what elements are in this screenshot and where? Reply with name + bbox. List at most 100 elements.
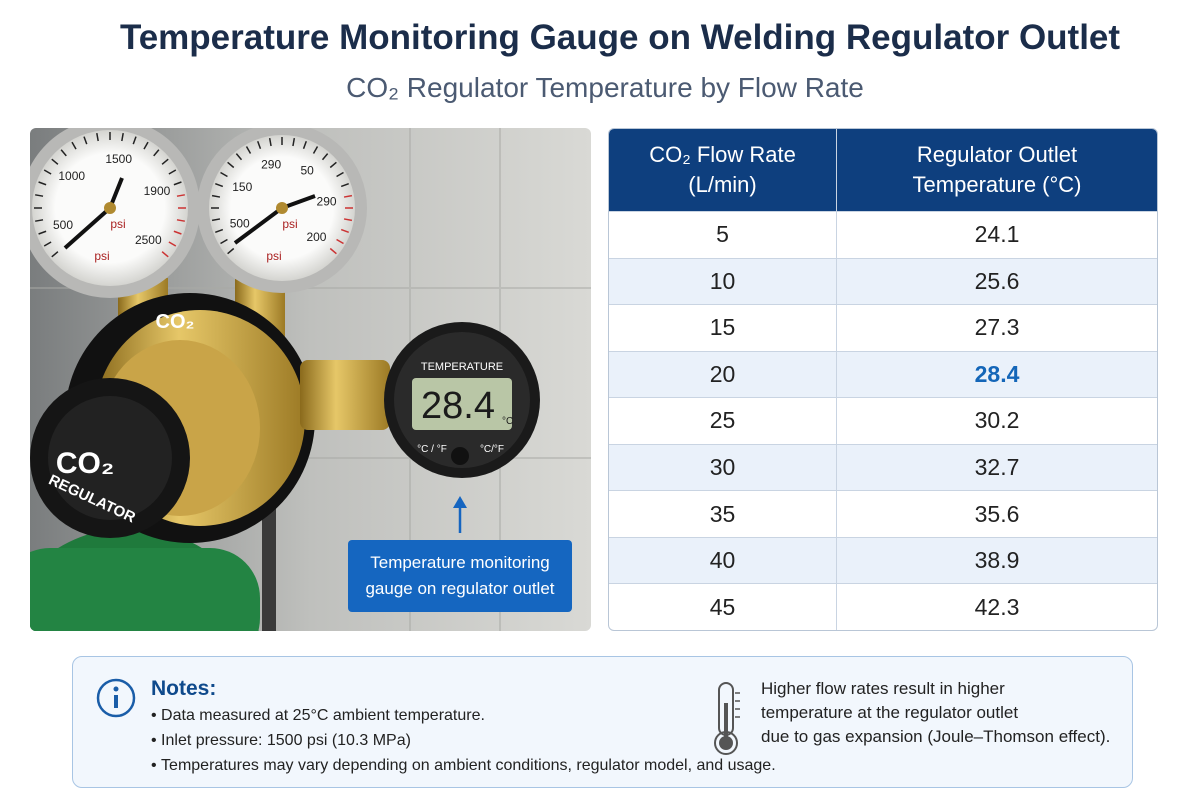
note-item: • Data measured at 25°C ambient temperat… (151, 707, 485, 725)
gauge-tick (343, 218, 353, 222)
gauge-tick (51, 158, 59, 165)
table-row: 5 24.1 (609, 211, 1157, 258)
table-cell: 35 (609, 490, 837, 537)
gauge-label: 1500 (105, 152, 132, 166)
gauge-tick (43, 241, 52, 247)
gauge-tick (43, 169, 52, 175)
gauge-tick (35, 219, 44, 222)
side-note: due to gas expansion (Joule–Thomson effe… (761, 727, 1111, 746)
gauge-tick (220, 238, 228, 245)
note-item: • Temperatures may vary depending on amb… (151, 757, 776, 775)
gauge-tick (168, 241, 177, 247)
display-value: 28.4 (421, 385, 495, 427)
table-row: 30 32.7 (609, 443, 1157, 491)
gauge-label: psi (110, 217, 125, 231)
table-cell: 15 (609, 304, 837, 351)
gauge-label: 200 (306, 230, 326, 244)
gauge-tick (329, 247, 337, 255)
table-row: 40 38.9 (609, 536, 1157, 584)
column-header: CO₂ Flow Rate (L/min) (609, 129, 837, 211)
photo: 500 1000 1500 1900 2500 psi psi 500 150 290 50 290 2… (30, 128, 591, 631)
gauge-tick (168, 169, 177, 175)
gauge-label: 2500 (135, 233, 162, 247)
gauge-label: psi (282, 217, 297, 231)
table-row: 15 27.3 (609, 304, 1157, 351)
table-cell: 25 (609, 397, 837, 444)
gauge-label: psi (266, 249, 281, 263)
gauge-tick (121, 133, 124, 142)
gauge-label: 500 (53, 218, 73, 232)
gauge-tick (176, 219, 185, 222)
callout-line: gauge on regulator outlet (365, 579, 554, 598)
column-header: Regulator Outlet Temperature (°C) (836, 129, 1157, 211)
display-title: TEMPERATURE (421, 361, 503, 373)
body-label: CO₂ (156, 311, 195, 333)
info-icon (96, 678, 136, 718)
gauge-tick (173, 230, 182, 235)
knob-label: CO₂ (56, 447, 114, 480)
side-note: Higher flow rates result in higher (761, 679, 1005, 698)
note-text: Data measured at 25°C ambient temperatur… (161, 707, 485, 724)
gauge-tick (51, 251, 59, 258)
gauge-label: 50 (300, 164, 314, 178)
table-row: 35 35.6 (609, 490, 1157, 537)
gauge-tick (302, 141, 307, 150)
gauge-tick (173, 181, 182, 186)
gauge-tick (38, 181, 47, 186)
table-row: 20 28.4 (609, 350, 1157, 398)
gauge-tick (312, 146, 319, 154)
table-cell: 20 (609, 350, 837, 398)
gauge-tick (176, 194, 185, 197)
table-cell: 10 (609, 257, 837, 305)
gauge-tick (71, 141, 77, 150)
table-cell: 27.3 (836, 304, 1157, 351)
gauge-tick (96, 133, 99, 142)
table-cell: 5 (609, 211, 837, 258)
display-unit: °C (502, 416, 513, 427)
gauge-tick (245, 146, 252, 154)
gauge-tick (268, 137, 272, 147)
gauge-tick (329, 161, 337, 169)
side-note: temperature at the regulator outlet (761, 703, 1019, 722)
gauge-tick (83, 136, 88, 145)
table-cell: 32.7 (836, 443, 1157, 491)
gauge-tick (340, 228, 349, 233)
gauge-tick (132, 136, 137, 145)
bullet: • (151, 732, 162, 749)
table-row: 25 30.2 (609, 397, 1157, 444)
gauge-tick (343, 194, 353, 198)
table-cell: 45 (609, 583, 837, 630)
gauge-label: 1000 (58, 169, 85, 183)
gauge-tick (336, 171, 344, 178)
gauge-tick (35, 194, 44, 197)
title: Temperature Monitoring Gauge on Welding … (119, 18, 1121, 57)
table-cell: 42.3 (836, 583, 1157, 630)
display-left: °C / °F (417, 444, 447, 455)
gauge-tick (143, 141, 149, 150)
callout-line: Temperature monitoring (370, 553, 550, 572)
gauge-tick (38, 230, 47, 235)
gauge-tick (211, 218, 221, 222)
gauge-tick (215, 183, 224, 188)
note-item: • Inlet pressure: 1500 psi (10.3 MPa) (151, 732, 411, 750)
table-row: 10 25.6 (609, 257, 1157, 305)
gauge-tick (161, 251, 169, 258)
table-cell: 30.2 (836, 397, 1157, 444)
gauge-label: 1900 (144, 184, 171, 198)
gauge-tick (336, 238, 344, 245)
table-cell: 25.6 (836, 257, 1157, 305)
note-text: Temperatures may vary depending on ambie… (161, 757, 776, 774)
gauge-tick (215, 228, 224, 233)
table-cell: 24.1 (836, 211, 1157, 258)
note-text: Inlet pressure: 1500 psi (10.3 MPa) (161, 732, 411, 749)
gauge-tick (257, 141, 262, 150)
gauge-tick (227, 247, 235, 255)
data-table: CO₂ Flow Rate (L/min) Regulator Outlet Te… (608, 128, 1158, 631)
table-row: 45 42.3 (609, 583, 1157, 630)
gauge-tick (161, 158, 169, 165)
gauge-label: 290 (261, 157, 281, 171)
table-cell: 28.4 (836, 350, 1157, 398)
gauge-tick (340, 183, 349, 188)
notes-title: Notes: (151, 677, 217, 700)
